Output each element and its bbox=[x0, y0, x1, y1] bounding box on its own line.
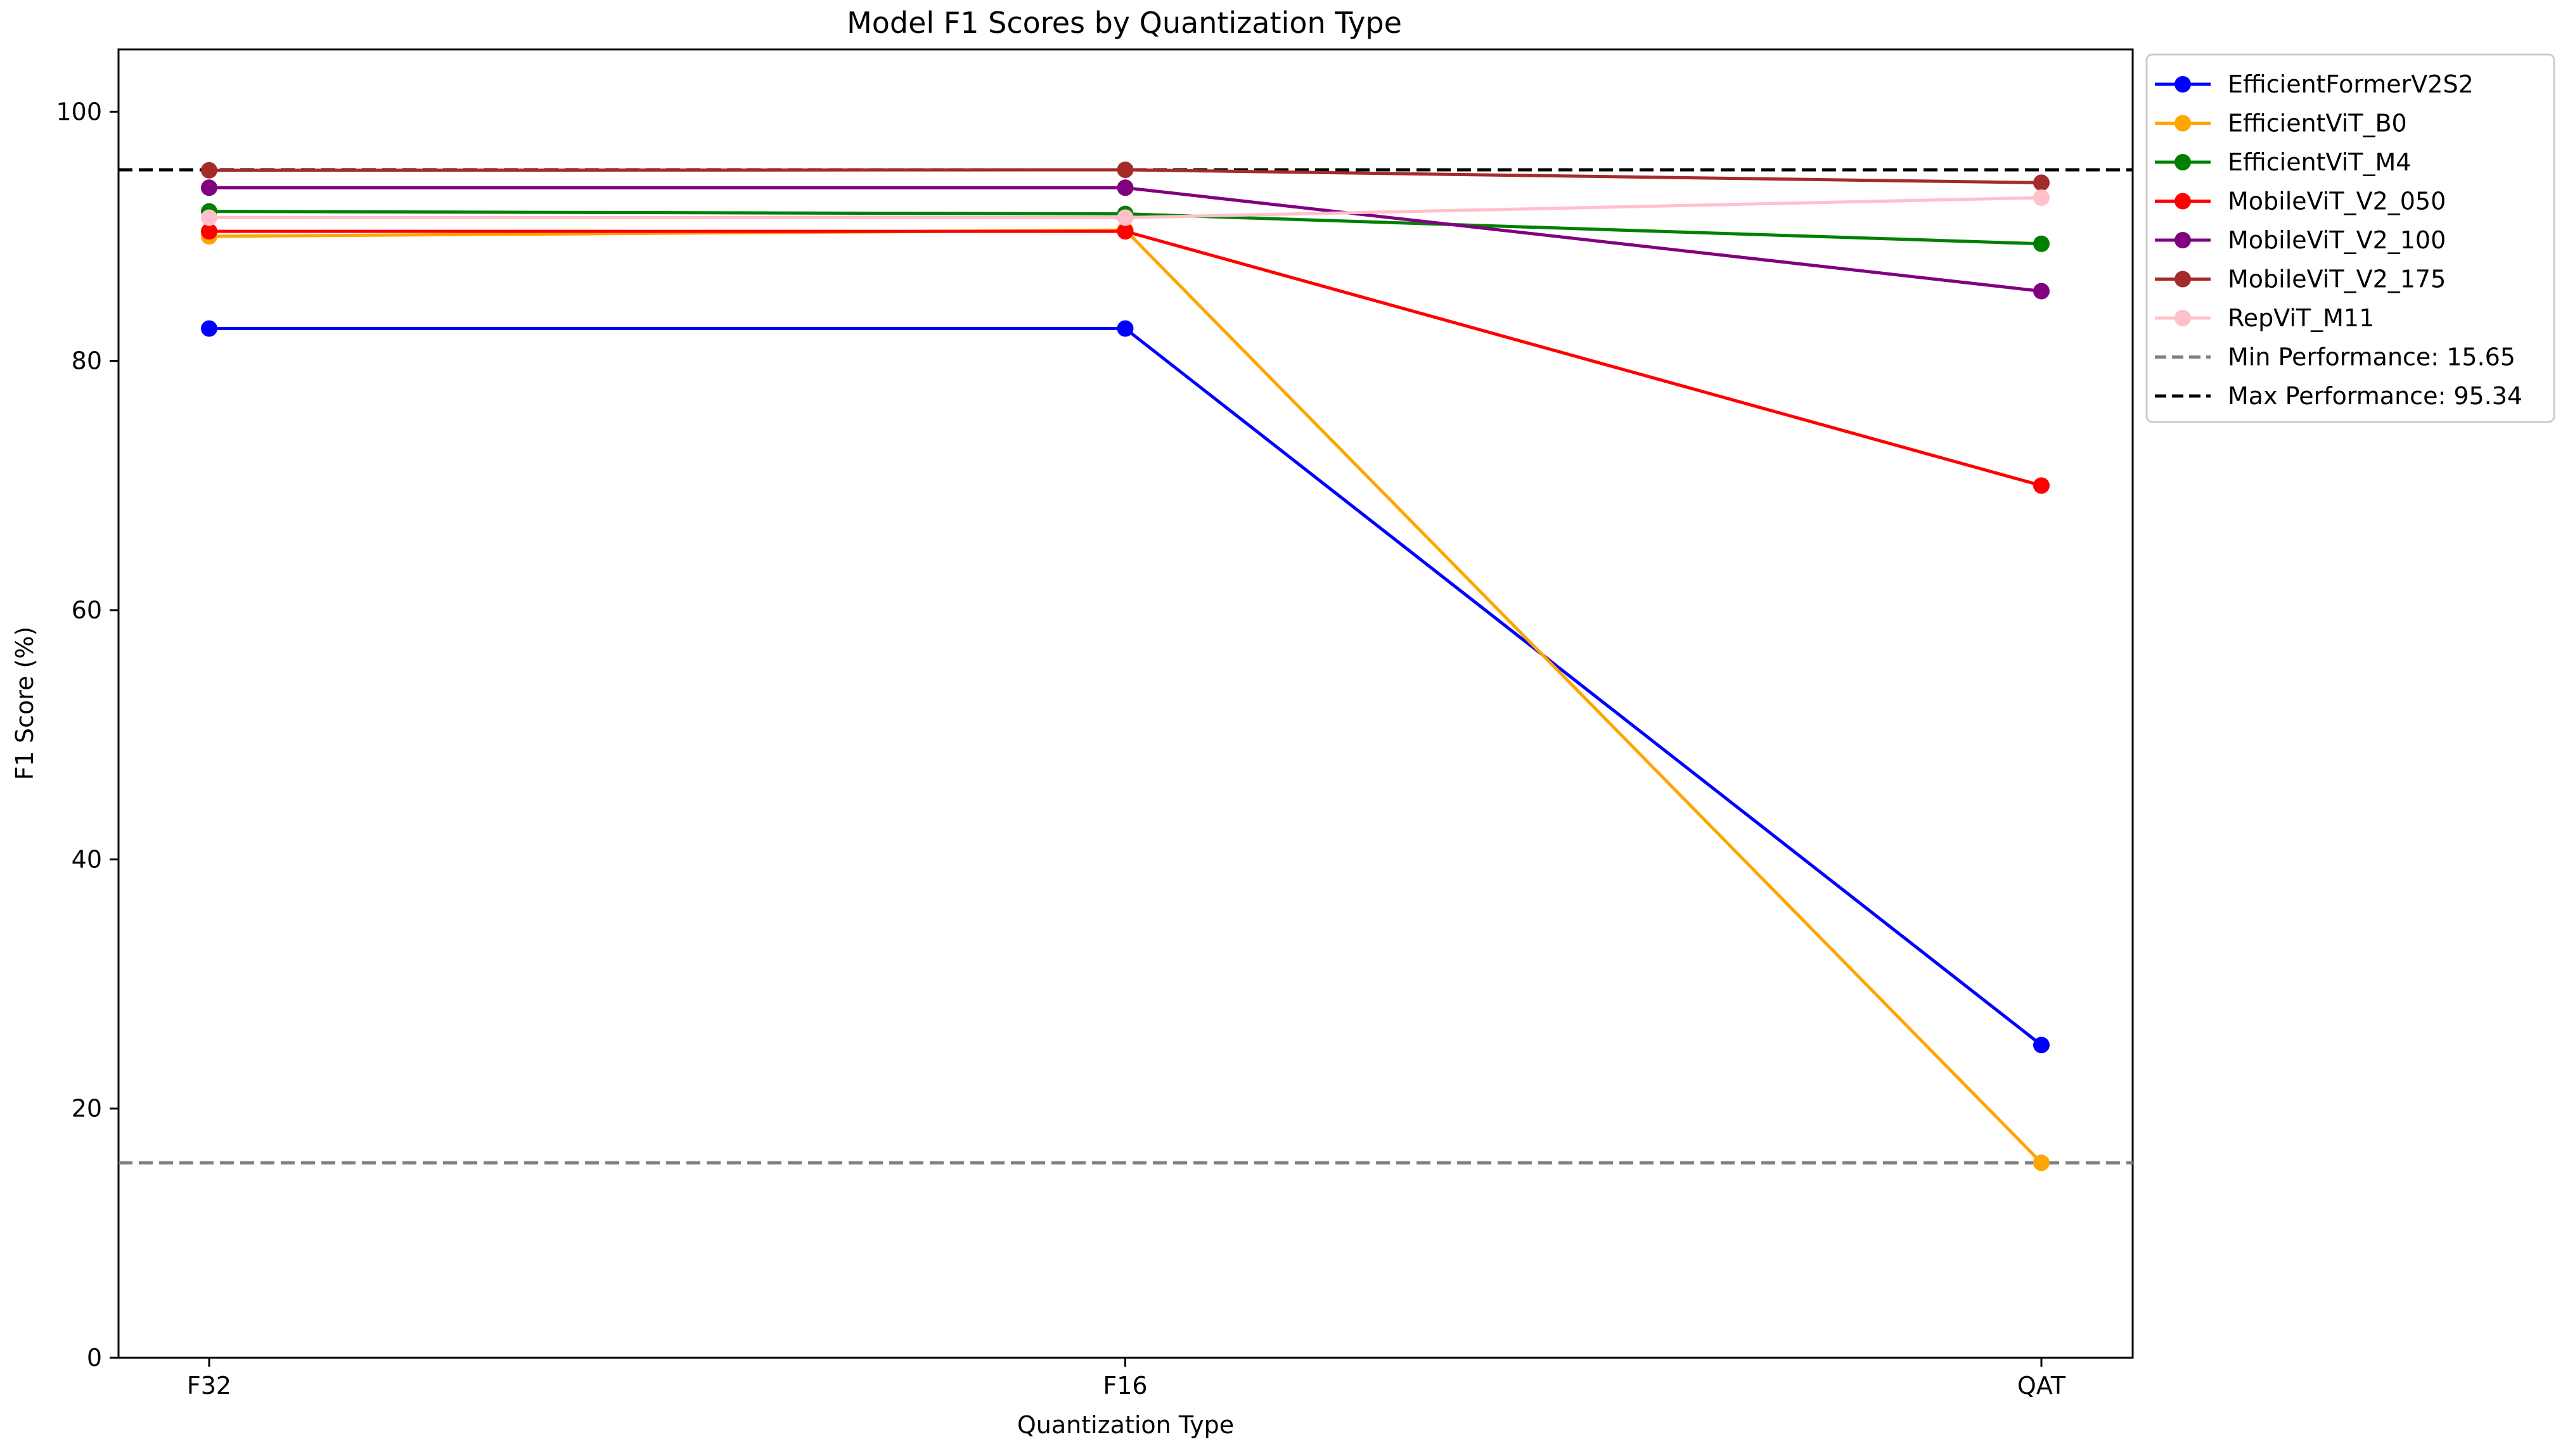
data-point bbox=[1117, 179, 1134, 196]
data-point bbox=[2033, 235, 2050, 252]
y-tick-label: 100 bbox=[56, 98, 102, 125]
data-point bbox=[2033, 283, 2050, 300]
legend-marker bbox=[2174, 154, 2191, 170]
y-axis-label: F1 Score (%) bbox=[11, 627, 39, 780]
y-tick-label: 0 bbox=[87, 1344, 102, 1372]
data-point bbox=[1117, 223, 1134, 240]
data-point bbox=[1117, 209, 1134, 226]
legend-marker bbox=[2174, 193, 2191, 210]
plot-area bbox=[117, 48, 2134, 1359]
y-tick-label: 40 bbox=[72, 845, 102, 873]
y-axis: 0 20 40 60 80 100 bbox=[56, 98, 119, 1372]
legend-label: Min Performance: 15.65 bbox=[2228, 343, 2515, 371]
legend-marker bbox=[2174, 232, 2191, 248]
legend-label: RepViT_M11 bbox=[2228, 304, 2374, 332]
y-tick-label: 60 bbox=[72, 596, 102, 624]
legend-label: MobileViT_V2_050 bbox=[2228, 188, 2446, 215]
data-point bbox=[201, 320, 217, 337]
legend-label: MobileViT_V2_175 bbox=[2228, 265, 2446, 293]
legend-marker bbox=[2174, 310, 2191, 326]
data-point bbox=[201, 162, 217, 179]
legend-marker bbox=[2174, 271, 2191, 288]
data-point bbox=[2033, 189, 2050, 207]
legend-label: EfficientViT_B0 bbox=[2228, 110, 2407, 137]
legend-marker bbox=[2174, 115, 2191, 132]
series-group bbox=[201, 161, 2050, 1172]
data-point bbox=[2033, 477, 2050, 494]
x-axis-label: Quantization Type bbox=[1017, 1411, 1234, 1439]
data-point bbox=[1117, 161, 1134, 178]
x-tick-label: QAT bbox=[2017, 1372, 2066, 1400]
y-tick-label: 80 bbox=[72, 347, 102, 375]
data-point bbox=[201, 179, 217, 196]
chart-title: Model F1 Scores by Quantization Type bbox=[847, 6, 1402, 40]
legend-label: MobileViT_V2_100 bbox=[2228, 226, 2446, 254]
data-point bbox=[1117, 320, 1134, 337]
data-point bbox=[2033, 1037, 2050, 1054]
x-tick-label: F16 bbox=[1103, 1372, 1147, 1400]
legend-label: EfficientViT_M4 bbox=[2228, 148, 2411, 176]
legend-box bbox=[2145, 53, 2555, 423]
x-tick-label: F32 bbox=[187, 1372, 231, 1400]
data-point bbox=[2033, 1154, 2050, 1172]
x-axis: F32 F16 QAT bbox=[187, 1358, 2066, 1400]
data-point bbox=[2033, 174, 2050, 191]
data-point bbox=[201, 209, 217, 226]
legend-label: EfficientFormerV2S2 bbox=[2228, 70, 2474, 98]
y-tick-label: 20 bbox=[72, 1095, 102, 1123]
legend: EfficientFormerV2S2 EfficientViT_B0 Effici… bbox=[2145, 53, 2555, 423]
legend-marker bbox=[2174, 76, 2191, 93]
data-point bbox=[201, 223, 217, 240]
legend-label: Max Performance: 95.34 bbox=[2228, 382, 2522, 410]
